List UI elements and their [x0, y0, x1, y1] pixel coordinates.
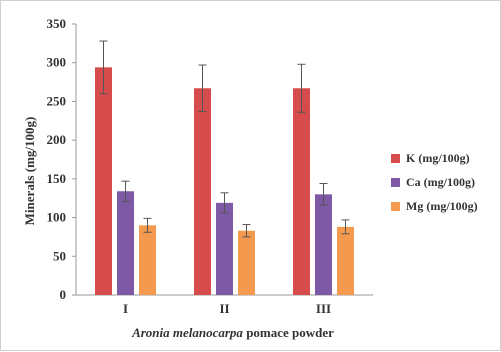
bar: [95, 67, 112, 295]
y-tick-label: 100: [47, 210, 67, 225]
legend: K (mg/100g) Ca (mg/100g) Mg (mg/100g): [391, 151, 478, 213]
bar: [337, 226, 354, 295]
bar: [139, 225, 156, 295]
legend-swatch: [391, 178, 400, 187]
y-axis-title: Minerals (mg/100g): [22, 117, 37, 226]
y-tick-label: 200: [47, 132, 67, 147]
legend-label: Mg (mg/100g): [406, 199, 478, 213]
x-axis-title-italic: Aronia melanocarpa: [131, 325, 243, 340]
legend-label: K (mg/100g): [406, 151, 470, 165]
y-tick-label: 350: [47, 16, 67, 31]
plot-area: [75, 24, 373, 296]
x-axis-ticks: I II III: [123, 301, 331, 316]
y-tick-label: 250: [47, 93, 67, 108]
bar: [216, 202, 233, 295]
bar: [238, 230, 255, 295]
legend-label: Ca (mg/100g): [406, 175, 475, 189]
legend-swatch: [391, 202, 400, 211]
bar: [117, 191, 134, 295]
bar: [293, 88, 310, 295]
y-tick-label: 300: [47, 55, 67, 70]
bar: [315, 194, 332, 295]
x-tick-label: II: [219, 301, 229, 316]
legend-swatch: [391, 154, 400, 163]
y-tick-label: 50: [53, 248, 66, 263]
x-axis-title: Aronia melanocarpa pomace powder: [131, 325, 334, 340]
x-tick-label: I: [123, 301, 128, 316]
y-tick-label: 0: [60, 287, 67, 302]
y-tick-label: 150: [47, 171, 67, 186]
bar: [194, 88, 211, 295]
y-axis-ticks: 0 50 100 150 200 250 300 350: [47, 16, 76, 302]
x-tick-label: III: [316, 301, 331, 316]
x-axis-title-rest: pomace powder: [243, 325, 334, 340]
